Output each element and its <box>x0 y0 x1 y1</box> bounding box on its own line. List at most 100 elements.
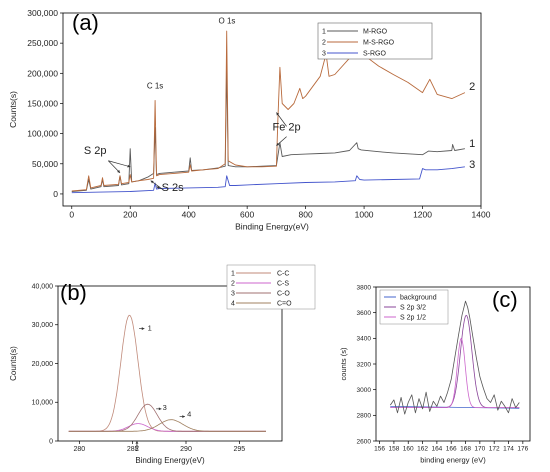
annotation-arrowhead <box>276 142 280 146</box>
panel-a: 0 200 400 600 800 1000 1200 1400 0 50,000 100,000 1… <box>8 8 491 232</box>
legend-label: S 2p 3/2 <box>400 305 426 312</box>
y-tick-label: 250,000 <box>27 38 58 48</box>
y-axis-label: Counts(s) <box>9 346 18 381</box>
annotation-label: 1 <box>148 324 152 333</box>
x-tick-label: 156 <box>374 446 385 453</box>
x-tick-label: 1400 <box>472 210 491 220</box>
y-tick-label: 100,000 <box>27 129 58 139</box>
annotation-label: 1 <box>469 138 475 150</box>
y-axis-label: counts (s) <box>339 347 348 380</box>
panel-b: 280 285 290 295 0 10,000 20,000 30,000 40,000 Bin… <box>9 264 316 465</box>
legend-number: 3 <box>322 51 326 58</box>
panel-a-letter: (a) <box>72 10 99 35</box>
annotation-arrowhead <box>182 415 185 419</box>
annotation-arrow <box>276 112 287 127</box>
plot-frame <box>62 12 482 207</box>
y-tick-label: 20,000 <box>32 361 54 368</box>
x-tick-label: 164 <box>431 446 442 453</box>
x-tick-label: 166 <box>446 446 457 453</box>
legend-label: M-S-RGO <box>363 40 395 47</box>
series-group <box>68 314 266 432</box>
y-tick-label: 30,000 <box>32 322 54 329</box>
annotation-arrowhead <box>135 441 139 444</box>
legend-number: 1 <box>231 271 235 278</box>
x-tick-label: 290 <box>180 446 192 453</box>
series-c-o <box>68 419 266 432</box>
x-tick-label: 285 <box>127 446 139 453</box>
annotation-label: S 2s <box>162 182 185 194</box>
x-tick-label: 600 <box>240 210 254 220</box>
panel-c-letter: (c) <box>492 287 518 312</box>
x-tick-label: 162 <box>417 446 428 453</box>
legend-box <box>226 264 316 310</box>
legend-number: 2 <box>322 40 326 47</box>
annotation-arrow <box>108 160 131 168</box>
x-tick-label: 0 <box>69 210 74 220</box>
annotation-label: 2 <box>135 444 139 453</box>
annotation-arrowhead <box>141 327 145 331</box>
y-tick-label: 2600 <box>357 438 372 445</box>
legend-label: background <box>400 295 437 302</box>
x-tick-label: 160 <box>403 446 414 453</box>
series-measured-line <box>389 300 520 415</box>
x-tick-label: 1200 <box>413 210 432 220</box>
annotation-arrowhead <box>158 407 162 411</box>
x-tick-label: 800 <box>299 210 313 220</box>
y-tick-label: 50,000 <box>32 159 58 169</box>
annotation-label: 2 <box>469 81 475 93</box>
y-tick-label: 3000 <box>357 387 372 394</box>
x-tick-label: 295 <box>233 446 245 453</box>
x-tick-label: 176 <box>517 446 528 453</box>
x-axis-label: binding energy (eV) <box>420 456 486 465</box>
legend-number: 3 <box>231 291 235 298</box>
legend-label: C-O <box>277 291 290 298</box>
x-tick-label: 158 <box>388 446 399 453</box>
y-tick-label: 40,000 <box>32 283 54 290</box>
legend-number: 4 <box>231 301 235 308</box>
x-tick-label: 200 <box>123 210 137 220</box>
legend-label: C-S <box>277 281 289 288</box>
x-tick-label: 170 <box>474 446 485 453</box>
legend-number: 2 <box>231 281 235 288</box>
annotation-label: Fe 2p <box>273 122 301 134</box>
x-axis-label: Binding Energy(eV) <box>135 456 205 465</box>
annotation-label: 4 <box>187 410 191 419</box>
annotation-arrowhead <box>276 112 280 116</box>
y-tick-label: 3600 <box>357 310 372 317</box>
x-tick-label: 168 <box>460 446 471 453</box>
x-tick-label: 172 <box>489 446 500 453</box>
annotation-label: 3 <box>469 159 475 171</box>
x-axis-label: Binding Energy(eV) <box>235 222 309 232</box>
x-tick-label: 280 <box>73 446 85 453</box>
panel-c: 156 158 160 162 164 166 168 170 172 174 176 2600 280… <box>339 284 531 465</box>
y-tick-label: 300,000 <box>27 8 58 18</box>
annotation-label: S 2p <box>84 145 107 157</box>
annotation-arrowhead <box>117 169 120 173</box>
legend-label: C-C <box>277 271 289 278</box>
legend-label: M-RGO <box>363 29 388 36</box>
x-tick-label: 174 <box>503 446 514 453</box>
legend-number: 1 <box>322 29 326 36</box>
legend-label: C=O <box>277 301 292 308</box>
annotation-label: 3 <box>163 403 167 412</box>
annotation-arrowhead <box>150 180 154 184</box>
y-axis-label: Counts(s) <box>8 91 18 128</box>
panel-b-letter: (b) <box>60 280 87 305</box>
y-tick-label: 3400 <box>357 336 372 343</box>
annotation-arrowhead <box>127 164 131 168</box>
annotation-arrow <box>108 160 121 174</box>
series-s-2p-1-2 <box>390 337 520 409</box>
legend-label: S 2p 1/2 <box>400 315 426 322</box>
y-tick-label: 0 <box>53 189 58 199</box>
y-tick-label: 0 <box>49 438 53 445</box>
y-tick-label: 10,000 <box>32 400 54 407</box>
y-tick-label: 3200 <box>357 361 372 368</box>
series-s-rgo <box>71 166 465 194</box>
y-tick-label: 200,000 <box>27 68 58 78</box>
annotation-label: O 1s <box>219 16 236 25</box>
y-tick-label: 150,000 <box>27 98 58 108</box>
y-tick-label: 2800 <box>357 413 372 420</box>
annotation-label: C 1s <box>147 81 163 90</box>
y-tick-label: 3800 <box>357 284 372 291</box>
